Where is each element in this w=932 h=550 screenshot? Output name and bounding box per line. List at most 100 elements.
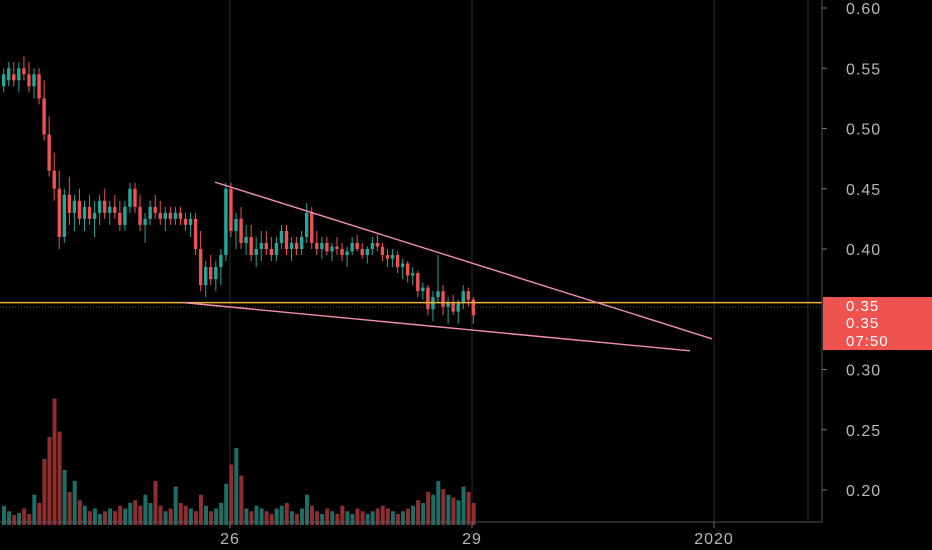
- candle-body: [193, 218, 198, 249]
- price-badge-b-label: 0.35: [846, 315, 879, 332]
- candle-body: [239, 218, 243, 243]
- candle-body: [380, 246, 385, 256]
- candle-body: [138, 206, 142, 225]
- volume-bar: [390, 511, 395, 525]
- candle: [299, 230, 304, 256]
- volume-bar: [204, 505, 208, 525]
- candle-body: [365, 249, 369, 256]
- candle-body: [133, 188, 137, 207]
- volume-bar: [22, 508, 27, 525]
- candle-body: [52, 170, 56, 189]
- candle-body: [395, 255, 400, 268]
- volume-bar: [320, 514, 325, 525]
- candle: [108, 200, 112, 225]
- price-tick-label: 0.50: [846, 122, 881, 139]
- volume-bar: [163, 511, 168, 525]
- price-tick-label: 0.45: [846, 182, 881, 199]
- volume-bar: [193, 511, 198, 525]
- candle: [47, 116, 51, 177]
- volume-bar: [188, 508, 193, 525]
- volume-bar: [244, 508, 249, 525]
- volume-bar: [411, 505, 416, 525]
- price-badge-a-background: [823, 297, 932, 315]
- candle-body: [400, 263, 405, 268]
- volume-bar: [32, 494, 37, 525]
- candle-body: [158, 212, 162, 219]
- candle-body: [67, 194, 72, 213]
- volume-bar: [365, 514, 370, 525]
- time-axis[interactable]: 26 29 2020: [0, 521, 822, 548]
- candle: [471, 297, 476, 324]
- volume-bar: [299, 508, 304, 525]
- candle-body: [294, 242, 299, 249]
- trend-line-upper[interactable]: [214, 181, 713, 340]
- volume-bar: [325, 508, 330, 525]
- candle: [198, 230, 203, 292]
- candle: [466, 287, 470, 307]
- candle-body: [264, 242, 268, 249]
- volume-bar: [62, 470, 67, 525]
- volume-bar: [350, 514, 355, 525]
- candle-body: [406, 263, 410, 276]
- candle: [103, 188, 107, 219]
- volume-bar: [12, 515, 17, 525]
- candle: [461, 285, 465, 310]
- candles: [2, 56, 476, 324]
- volume-bar: [426, 492, 431, 525]
- candle-body: [183, 218, 188, 225]
- volume-bar: [294, 514, 299, 525]
- candle: [42, 80, 46, 141]
- candle-body: [456, 303, 460, 312]
- candle: [310, 206, 314, 249]
- volume-bar: [27, 514, 32, 525]
- candle: [365, 246, 369, 264]
- volume-bar: [72, 481, 77, 525]
- candle-body: [72, 200, 77, 213]
- candle-body: [92, 212, 97, 219]
- volume-bar: [259, 508, 264, 525]
- candle-body: [350, 242, 354, 252]
- volume-bar: [380, 505, 385, 525]
- candle-body: [274, 242, 279, 256]
- volume-bar: [2, 505, 6, 525]
- candle-body: [224, 188, 228, 256]
- candle: [138, 194, 142, 231]
- candle: [128, 182, 132, 213]
- price-badge-b-background: [823, 314, 932, 332]
- candle: [330, 242, 334, 262]
- volume-bar: [471, 503, 476, 525]
- volume-bar: [466, 492, 471, 525]
- volume-bar: [340, 505, 345, 525]
- candle: [7, 62, 11, 87]
- candle-body: [289, 242, 294, 249]
- volume-bar: [441, 489, 446, 525]
- volume-bar: [52, 398, 57, 525]
- countdown-badge-background: [823, 332, 932, 350]
- candle: [12, 62, 16, 87]
- volume-bar: [406, 508, 410, 525]
- candle: [153, 194, 157, 219]
- price-badge-a: 0.35: [823, 297, 932, 315]
- candle-body: [254, 249, 258, 256]
- candle-body: [466, 291, 470, 300]
- candle-body: [330, 246, 334, 252]
- price-tick-label: 0.60: [846, 1, 881, 18]
- price-axis[interactable]: 0.60 0.55 0.50 0.45 0.40 0.30 0.25 0.20: [821, 0, 881, 522]
- trend-line-lower[interactable]: [183, 301, 691, 352]
- candle-body: [17, 68, 21, 81]
- candle-body: [37, 74, 41, 99]
- volume-bar: [67, 492, 72, 525]
- volume-bar: [97, 514, 102, 525]
- candle: [77, 188, 82, 225]
- volume-bar: [103, 511, 107, 525]
- candle-body: [87, 206, 92, 219]
- candle-body: [234, 218, 238, 231]
- price-tick-label: 0.55: [846, 61, 881, 78]
- candle-body: [471, 299, 476, 316]
- volume-bar: [123, 508, 128, 525]
- countdown-badge-label: 07:50: [846, 333, 889, 350]
- candle: [305, 203, 309, 243]
- candle: [380, 242, 385, 262]
- candle-body: [143, 218, 147, 225]
